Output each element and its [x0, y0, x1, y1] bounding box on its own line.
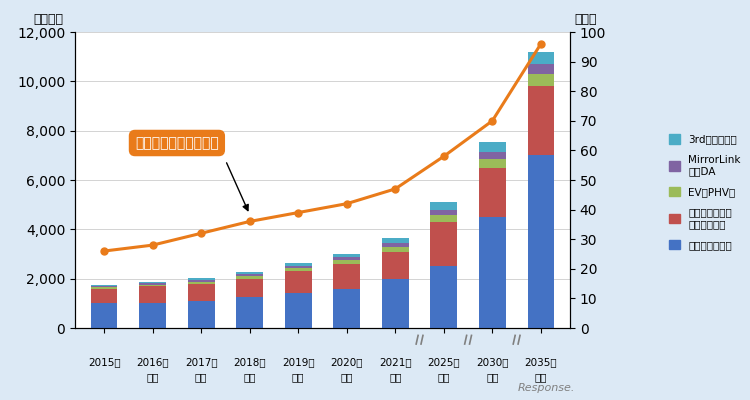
Text: 2035年: 2035年: [524, 358, 557, 368]
Bar: [285, 263, 311, 266]
Text: Response.: Response.: [518, 383, 575, 393]
Bar: [334, 264, 360, 288]
Bar: [430, 202, 457, 210]
Text: 予測: 予測: [389, 372, 401, 382]
Text: 見込: 見込: [146, 372, 159, 382]
Text: （％）: （％）: [574, 13, 597, 26]
Text: 2030年: 2030年: [476, 358, 508, 368]
Legend: 3rdパーティー, MirrorLink
対応DA, EV／PHV型, モバイル連携／
テザリング型, エンベデッド型: 3rdパーティー, MirrorLink 対応DA, EV／PHV型, モバイル…: [665, 130, 745, 254]
Text: 2019年: 2019年: [282, 358, 314, 368]
Bar: [91, 287, 118, 288]
Bar: [188, 301, 214, 328]
Text: 2016年: 2016年: [136, 358, 169, 368]
Bar: [285, 271, 311, 294]
Bar: [188, 284, 214, 301]
Bar: [140, 286, 166, 303]
Bar: [479, 217, 506, 328]
Text: 2021年: 2021年: [379, 358, 412, 368]
Text: 予測: 予測: [437, 372, 450, 382]
Bar: [188, 278, 214, 280]
Text: 予測: 予測: [340, 372, 353, 382]
Bar: [527, 52, 554, 64]
Bar: [188, 280, 214, 282]
Bar: [236, 279, 263, 297]
Bar: [527, 74, 554, 86]
Bar: [334, 260, 360, 264]
Bar: [382, 279, 409, 328]
Bar: [334, 288, 360, 328]
Bar: [188, 282, 214, 284]
Text: 2020年: 2020年: [331, 358, 363, 368]
Text: 予測: 予測: [292, 372, 304, 382]
Text: 予測: 予測: [535, 372, 548, 382]
Bar: [430, 210, 457, 214]
Bar: [91, 303, 118, 328]
Bar: [334, 257, 360, 260]
Bar: [91, 288, 118, 303]
Bar: [430, 214, 457, 222]
Bar: [140, 303, 166, 328]
Text: 2025年: 2025年: [427, 358, 460, 368]
Text: 2018年: 2018年: [233, 358, 266, 368]
Bar: [479, 168, 506, 217]
Bar: [236, 274, 263, 276]
Bar: [430, 222, 457, 266]
Bar: [479, 159, 506, 168]
Bar: [140, 282, 166, 283]
Text: （億円）: （億円）: [33, 13, 63, 26]
Text: コネクテッドカー比率: コネクテッドカー比率: [135, 136, 219, 150]
Text: 予測: 予測: [195, 372, 208, 382]
Bar: [91, 286, 118, 287]
Text: 2015年: 2015年: [88, 358, 121, 368]
Bar: [527, 64, 554, 74]
Bar: [285, 266, 311, 268]
Bar: [140, 283, 166, 284]
Bar: [479, 142, 506, 152]
Bar: [285, 294, 311, 328]
Bar: [236, 297, 263, 328]
Bar: [479, 152, 506, 159]
Bar: [382, 252, 409, 279]
Bar: [236, 272, 263, 274]
Bar: [527, 155, 554, 328]
Bar: [430, 266, 457, 328]
Bar: [334, 254, 360, 257]
Bar: [382, 243, 409, 246]
Bar: [382, 238, 409, 243]
Bar: [140, 284, 166, 286]
Bar: [527, 86, 554, 155]
Text: 予測: 予測: [486, 372, 499, 382]
Bar: [382, 246, 409, 252]
Bar: [236, 276, 263, 279]
Bar: [285, 268, 311, 271]
Bar: [91, 285, 118, 286]
Text: 予測: 予測: [244, 372, 256, 382]
Text: 2017年: 2017年: [184, 358, 218, 368]
